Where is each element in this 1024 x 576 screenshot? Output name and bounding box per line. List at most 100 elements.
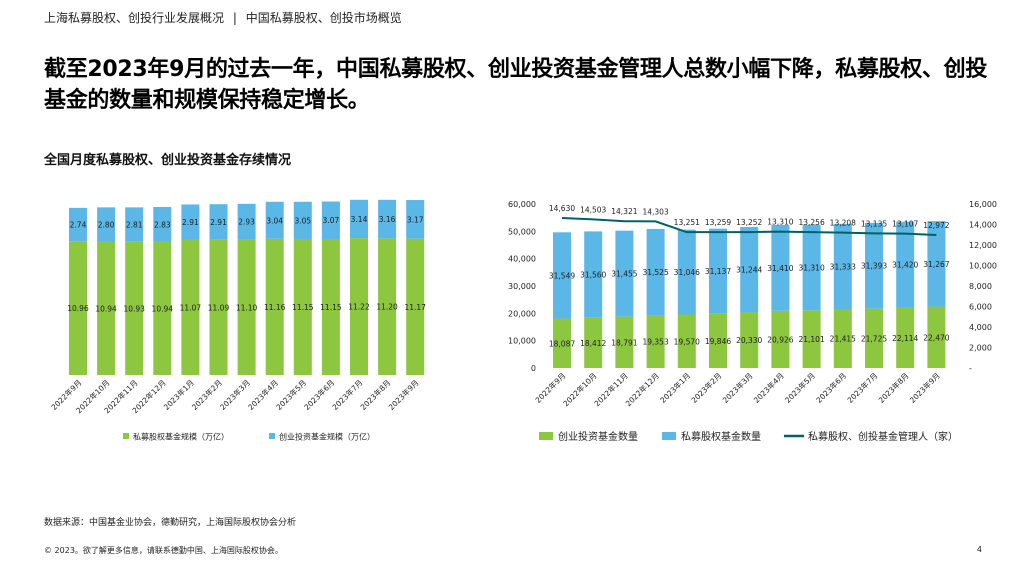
bar-vc-size	[237, 203, 256, 240]
legend-label-vc-size: 创业投资基金规模（万亿）	[279, 432, 375, 442]
data-label-manager-count: 13,256	[798, 218, 824, 227]
legend-label-pe-size: 私募股权基金规模（万亿）	[133, 432, 229, 442]
data-label-pe-count: 31,410	[767, 264, 793, 273]
data-label-vc-count: 19,353	[642, 338, 668, 347]
x-tick-label: 2023年8月	[876, 370, 911, 405]
bar-vc-count	[709, 313, 727, 368]
data-label-vc-count: 18,087	[549, 339, 575, 348]
data-label-pe-size: 11.15	[292, 303, 314, 312]
data-label-manager-count: 12,972	[923, 221, 949, 230]
data-label-vc-size: 3.16	[379, 215, 396, 224]
y2-axis-tick-label: 4,000	[969, 323, 992, 332]
bar-pe-count	[584, 231, 603, 318]
chart-subtitle: 全国月度私募股权、创业投资基金存续情况	[44, 153, 292, 168]
bar-vc-count	[927, 306, 946, 368]
x-tick-label: 2023年9月	[907, 370, 942, 405]
data-label-pe-count: 31,549	[549, 271, 575, 280]
page-number: 4	[976, 545, 982, 554]
data-label-manager-count: 14,321	[611, 207, 637, 216]
bar-pe-count	[615, 230, 634, 317]
data-label-vc-count: 18,412	[580, 339, 606, 348]
data-label-pe-count: 31,333	[830, 263, 856, 272]
data-label-vc-count: 21,415	[830, 335, 856, 344]
data-label-vc-size: 2.93	[238, 218, 255, 227]
data-label-manager-count: 13,135	[861, 219, 887, 228]
data-label-pe-size: 10.94	[152, 304, 174, 313]
data-label-vc-count: 20,330	[736, 336, 762, 345]
y2-axis-tick-label: 8,000	[969, 282, 992, 291]
data-label-vc-count: 21,725	[861, 334, 887, 343]
x-tick-label: 2023年1月	[658, 370, 693, 405]
bar-pe-size	[125, 241, 144, 375]
x-tick-label: 2022年12月	[623, 370, 661, 408]
data-source: 数据来源：中国基金业协会，德勤研究，上海国际股权协会分析	[44, 518, 297, 528]
bar-pe-count	[927, 221, 946, 307]
y-axis-tick-label: 40,000	[508, 255, 536, 264]
y2-axis-tick-label: -	[969, 364, 972, 373]
bar-vc-count	[584, 317, 603, 368]
bar-vc-count	[677, 314, 696, 368]
bar-vc-count	[833, 309, 852, 368]
breadcrumb: 上海私募股权、创投行业发展概况 | 中国私募股权、创投市场概览	[44, 9, 402, 26]
data-label-manager-count: 13,259	[705, 218, 731, 227]
bar-pe-size	[406, 238, 425, 375]
legend-label-pe-count: 私募股权基金数量	[681, 430, 761, 443]
data-label-pe-count: 31,244	[736, 266, 762, 275]
data-label-vc-size: 3.07	[323, 216, 340, 225]
bar-vc-count	[646, 315, 665, 368]
data-label-manager-count: 13,252	[736, 218, 762, 227]
data-label-vc-count: 19,846	[705, 337, 731, 346]
data-label-pe-count: 31,560	[580, 271, 606, 280]
bar-vc-size	[97, 207, 116, 242]
data-label-pe-size: 11.09	[208, 303, 230, 312]
y-axis-tick-label: 60,000	[508, 200, 536, 209]
bar-vc-size	[69, 207, 87, 242]
data-label-vc-size: 3.05	[294, 216, 311, 225]
y2-axis-tick-label: 16,000	[969, 200, 997, 209]
breadcrumb-separator: |	[232, 11, 237, 25]
bar-pe-count	[646, 228, 665, 316]
x-tick-label: 2023年6月	[814, 370, 849, 405]
bar-vc-count	[615, 316, 634, 368]
y2-axis-tick-label: 12,000	[969, 241, 997, 250]
bar-vc-size	[406, 200, 425, 239]
data-label-pe-size: 11.15	[320, 303, 342, 312]
bar-pe-size	[265, 238, 284, 375]
legend-swatch-pe-size	[123, 433, 129, 439]
y2-axis-tick-label: 10,000	[969, 262, 997, 271]
bar-pe-count	[865, 222, 883, 309]
data-label-vc-size: 3.17	[407, 215, 424, 224]
data-label-manager-count: 14,630	[549, 204, 575, 213]
data-label-vc-size: 3.04	[266, 216, 283, 225]
y-axis-tick-label: 0	[531, 364, 536, 373]
bar-vc-count	[802, 310, 821, 368]
y2-axis-tick-label: 6,000	[969, 303, 992, 312]
bar-vc-size	[265, 201, 284, 239]
data-label-vc-size: 2.91	[182, 218, 199, 227]
line-manager-count	[561, 217, 937, 237]
data-label-pe-count: 31,137	[705, 267, 731, 276]
bar-vc-size	[125, 207, 144, 242]
data-label-pe-size: 11.17	[404, 303, 426, 312]
data-label-pe-count: 31,455	[611, 270, 637, 279]
data-label-vc-size: 2.74	[70, 221, 87, 230]
data-label-pe-size: 10.94	[95, 304, 117, 313]
breadcrumb-subsection: 中国私募股权、创投市场概览	[245, 11, 402, 25]
data-label-manager-count: 13,251	[674, 218, 700, 227]
data-label-pe-count: 31,310	[798, 264, 824, 273]
bar-pe-count	[896, 221, 915, 308]
data-label-vc-count: 22,114	[892, 334, 918, 343]
bar-pe-size	[378, 238, 397, 375]
bar-vc-size	[153, 207, 172, 242]
y2-axis-tick-label: 14,000	[969, 221, 997, 230]
bar-pe-count	[802, 224, 821, 311]
data-label-vc-count: 18,791	[611, 338, 637, 347]
data-label-vc-count: 20,926	[767, 335, 793, 344]
data-label-pe-count: 31,525	[642, 268, 668, 277]
x-tick-label: 2023年3月	[720, 370, 755, 405]
y-axis-tick-label: 20,000	[508, 309, 536, 318]
bar-pe-size	[209, 239, 228, 375]
page-title: 截至2023年9月的过去一年，中国私募股权、创业投资基金管理人总数小幅下降，私募…	[44, 57, 988, 113]
bar-pe-size	[181, 239, 200, 375]
